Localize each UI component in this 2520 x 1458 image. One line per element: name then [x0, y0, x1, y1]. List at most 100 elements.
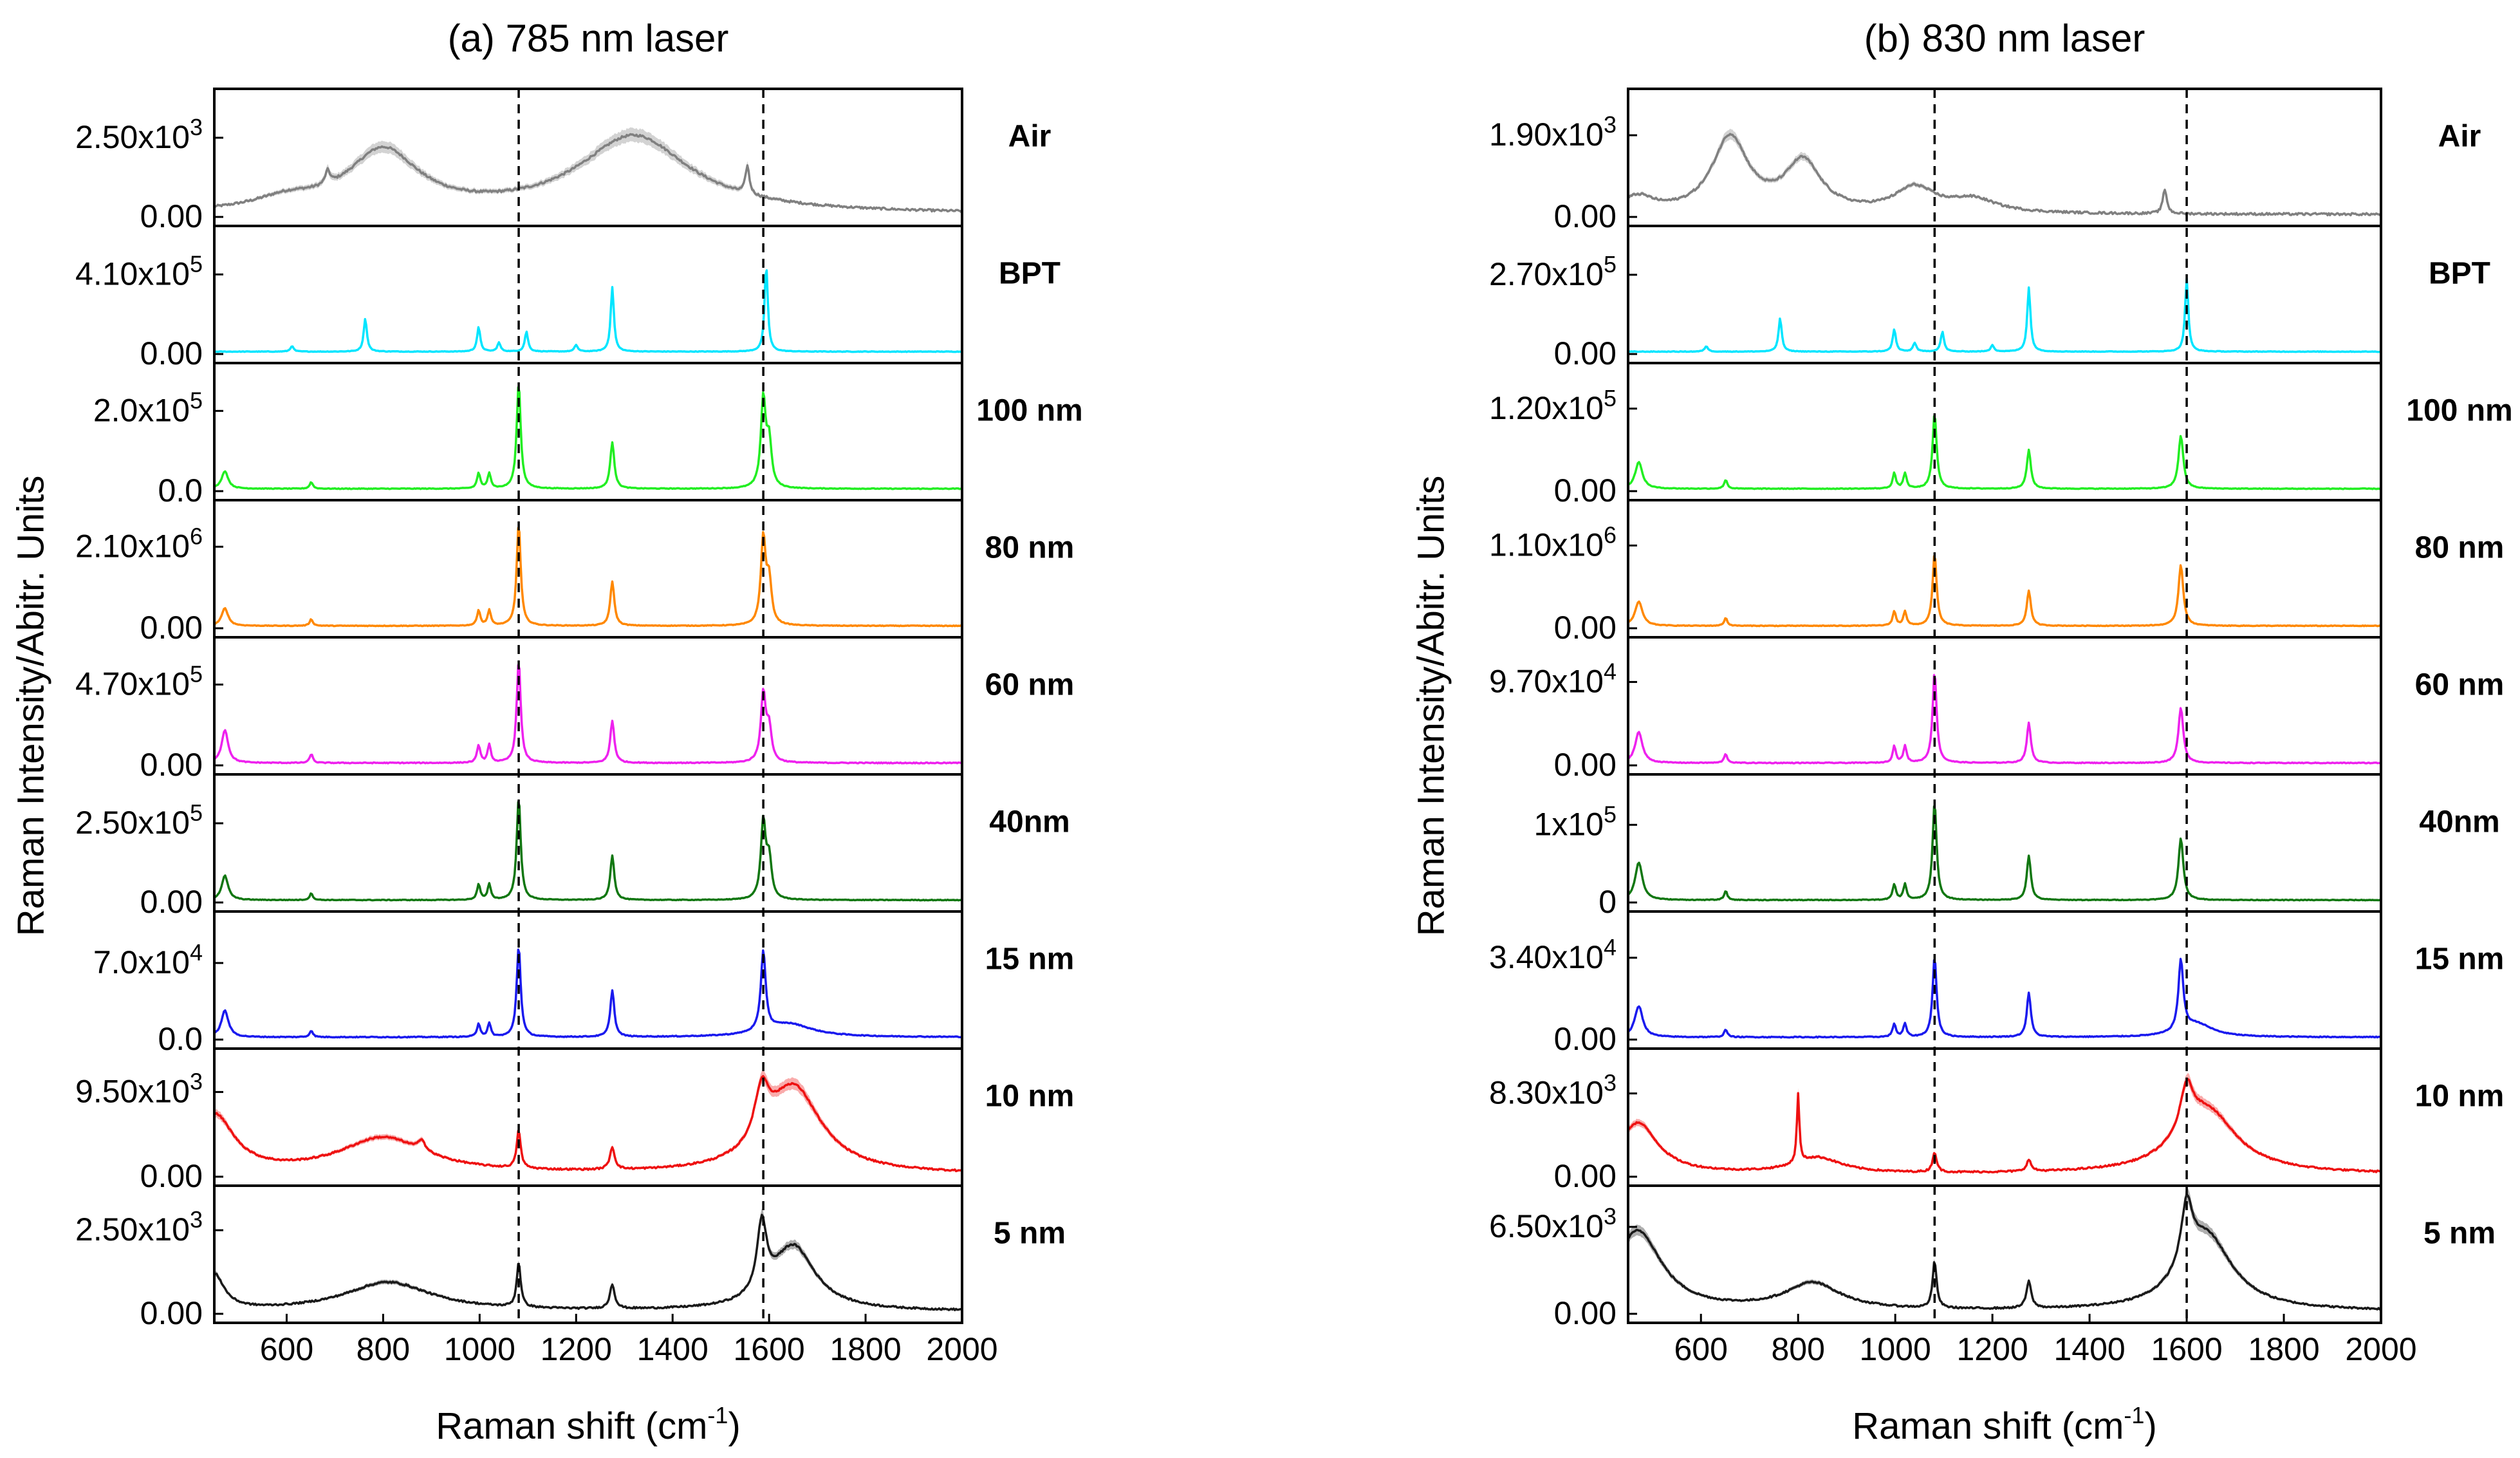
- x-tick-label: 1600: [2151, 1331, 2222, 1367]
- y-tick-label-exponent: 5: [1604, 251, 1617, 277]
- x-tick-label: 1800: [2248, 1331, 2319, 1367]
- subplot-frame: [213, 362, 963, 501]
- subplot-frame: [213, 1184, 963, 1324]
- subplot-100-nm: 2.0x105 0.0 100 nm: [93, 362, 1083, 509]
- sample-label: Air: [1008, 119, 1052, 153]
- subplot-frame: [1627, 910, 2382, 1050]
- x-axis-label-exponent: -1: [707, 1402, 728, 1428]
- sample-label: 40nm: [2419, 805, 2499, 839]
- y-tick-label-exponent: 4: [1604, 934, 1617, 960]
- sample-label: BPT: [999, 256, 1061, 290]
- spectrum-line-5-nm: [1627, 1193, 2382, 1311]
- y-tick-label: 2.50x103: [75, 1206, 203, 1248]
- y-tick-label: 0.00: [140, 335, 203, 371]
- subplot-80-nm: 1.10x106 0.00 80 nm: [1489, 499, 2504, 646]
- x-tick-label: 1000: [444, 1331, 515, 1367]
- spectrum-line-10-nm: [214, 1075, 963, 1173]
- x-tick-label: 1600: [734, 1331, 805, 1367]
- subplot-15-nm: 3.40x104 0.00 15 nm: [1489, 910, 2505, 1057]
- y-tick-label-exponent: 5: [190, 799, 203, 826]
- y-tick-label: 3.40x104: [1489, 934, 1617, 975]
- y-tick-label: 0.00: [140, 747, 203, 783]
- uncertainty-band-15-nm: [1628, 956, 2381, 1038]
- y-tick-label-exponent: 3: [190, 1068, 203, 1094]
- spectrum-line-5-nm: [213, 1213, 963, 1312]
- y-tick-label: 8.30x103: [1489, 1070, 1617, 1111]
- y-tick-label-mantissa: 2.50x10: [75, 805, 190, 841]
- uncertainty-band-10-nm: [214, 1069, 962, 1172]
- subplot-5-nm: 6.50x103 0.00 5 nm: [1489, 1184, 2496, 1331]
- y-tick-label-exponent: 4: [1604, 658, 1617, 684]
- y-tick-label: 0.00: [1554, 747, 1617, 783]
- y-tick-label-mantissa: 0.0: [158, 472, 203, 509]
- spectrum-line-bpt: [214, 269, 963, 353]
- y-tick-label-mantissa: 0.00: [140, 1295, 203, 1331]
- y-tick-label-mantissa: 2.10x10: [75, 528, 190, 564]
- subplot-5-nm: 2.50x103 0.00 5 nm: [75, 1184, 1066, 1331]
- spectrum-line-40nm: [214, 801, 963, 902]
- y-tick-label-mantissa: 2.50x10: [75, 1211, 190, 1248]
- y-tick-label: 9.70x104: [1489, 658, 1617, 699]
- spectrum-line-air: [1627, 133, 2382, 217]
- x-tick-label: 1200: [1957, 1331, 2028, 1367]
- subplot-40nm: 1x105 0 40nm: [1534, 773, 2500, 920]
- x-tick-label: 1000: [1860, 1331, 1931, 1367]
- y-tick-label: 0.0: [158, 1021, 203, 1057]
- subplot-100-nm: 1.20x105 0.00 100 nm: [1489, 362, 2513, 509]
- sample-label: 100 nm: [2406, 393, 2512, 427]
- subplot-air: 1.90x103 0.00 Air: [1489, 88, 2481, 234]
- y-tick-label-mantissa: 0.00: [1554, 1295, 1617, 1331]
- y-tick-label-mantissa: 1.10x10: [1489, 527, 1604, 563]
- y-tick-label-exponent: 3: [190, 114, 203, 140]
- y-tick-label: 0.00: [140, 884, 203, 920]
- subplot-60-nm: 9.70x104 0.00 60 nm: [1489, 636, 2504, 783]
- sample-label: BPT: [2429, 256, 2490, 290]
- y-tick-label-mantissa: 0: [1598, 884, 1617, 920]
- uncertainty-band-60-nm: [1628, 672, 2381, 764]
- spectrum-line-60-nm: [213, 664, 963, 765]
- y-tick-label-mantissa: 0.00: [1554, 472, 1617, 509]
- sample-label: 5 nm: [2423, 1216, 2496, 1250]
- x-axis-label: Raman shift (cm-1): [1852, 1402, 2157, 1447]
- uncertainty-band-air: [1628, 128, 2381, 216]
- x-tick-label: 1400: [2053, 1331, 2125, 1367]
- subplot-frame: [1627, 773, 2382, 913]
- y-tick-label-mantissa: 1x10: [1534, 806, 1604, 842]
- spectrum-line-40nm: [1627, 805, 2382, 902]
- y-tick-label: 1x105: [1534, 801, 1617, 842]
- sample-label: 15 nm: [2415, 942, 2505, 976]
- sample-label: 15 nm: [985, 942, 1075, 976]
- sample-label: 80 nm: [985, 530, 1075, 565]
- x-tick-label: 2000: [926, 1331, 997, 1367]
- subplot-10-nm: 9.50x103 0.00 10 nm: [75, 1047, 1074, 1194]
- y-tick-label: 1.10x106: [1489, 521, 1617, 563]
- y-tick-label: 7.0x104: [93, 939, 203, 980]
- sample-label: Air: [2438, 119, 2481, 153]
- y-tick-label-exponent: 5: [1604, 801, 1617, 827]
- y-tick-label-exponent: 3: [1604, 1070, 1617, 1096]
- y-tick-label: 0.00: [1554, 1295, 1617, 1331]
- x-axis-label-end: ): [2144, 1405, 2156, 1447]
- y-tick-label: 0.00: [1554, 1158, 1617, 1194]
- uncertainty-band-60-nm: [214, 662, 962, 764]
- subplot-60-nm: 4.70x105 0.00 60 nm: [75, 636, 1074, 783]
- y-tick-label-mantissa: 0.00: [1554, 747, 1617, 783]
- y-tick-label-mantissa: 0.00: [140, 1158, 203, 1194]
- y-tick-label: 0.00: [1554, 335, 1617, 371]
- y-tick-label: 0.00: [140, 198, 203, 234]
- y-tick-label-exponent: 5: [190, 250, 203, 277]
- y-tick-label: 9.50x103: [75, 1068, 203, 1109]
- uncertainty-band-40nm: [1628, 804, 2381, 901]
- y-tick-label-exponent: 5: [1604, 385, 1617, 411]
- y-tick-label: 0.00: [140, 1158, 203, 1194]
- y-tick-label: 0.00: [1554, 198, 1617, 234]
- x-axis-label-exponent: -1: [2124, 1402, 2144, 1428]
- y-tick-label-exponent: 6: [190, 523, 203, 549]
- x-tick-label: 800: [1771, 1331, 1824, 1367]
- y-tick-label: 0.00: [140, 610, 203, 646]
- y-tick-label-mantissa: 0.00: [140, 198, 203, 234]
- sample-label: 5 nm: [994, 1216, 1066, 1250]
- x-tick-label: 1800: [829, 1331, 901, 1367]
- x-axis-label-end: ): [728, 1405, 740, 1447]
- sample-label: 40nm: [989, 805, 1070, 839]
